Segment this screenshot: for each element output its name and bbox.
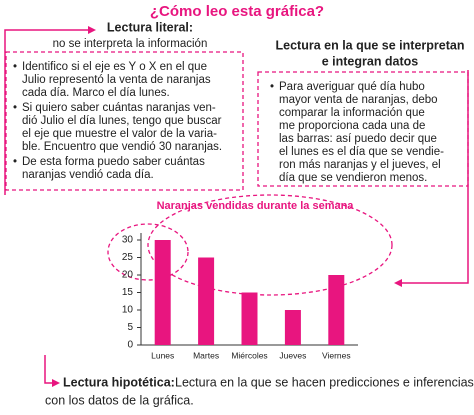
bullet-text: naranjas vendió cada día.: [22, 169, 154, 181]
bar: [198, 257, 215, 345]
bullet-text: mayor venta de naranjas, debo: [279, 94, 438, 106]
arrow: [88, 26, 96, 34]
y-tick-label: 20: [122, 270, 134, 281]
connector: [4, 29, 88, 195]
x-tick-label: Viernes: [322, 350, 351, 360]
literal-heading: Lectura literal:: [107, 20, 193, 34]
bullet-text: Identifico si el eje es Y o X en el que: [22, 61, 207, 73]
bullet-text: las barras: así puedo decir que: [279, 133, 437, 145]
bullet-mark: •: [270, 81, 274, 93]
bar: [241, 292, 258, 345]
bullet-text: día que se vendieron menos.: [279, 172, 427, 184]
chart-title: Naranjas vendidas durante la semana: [157, 200, 355, 212]
y-tick-label: 30: [122, 235, 134, 246]
y-tick-label: 10: [122, 305, 134, 316]
bullet-text: De esta forma puedo saber cuántas: [22, 156, 205, 168]
bullet-mark: •: [13, 61, 17, 73]
highlight-ellipse: [147, 194, 393, 296]
bullet-text: el eje que muestre el valor de la varia-: [22, 128, 217, 140]
bar: [328, 275, 345, 345]
hypothetical-text: con los datos de la gráfica.: [45, 393, 194, 407]
x-tick-label: Martes: [193, 350, 219, 360]
y-tick-label: 5: [127, 322, 133, 333]
y-tick-label: 15: [122, 287, 134, 298]
arrow: [394, 279, 402, 287]
literal-subheading: no se interpreta la información: [53, 38, 208, 50]
arrow: [52, 379, 60, 387]
bullet-text: me proporciona cada una de: [279, 120, 425, 132]
interpretive-heading: e integran datos: [322, 54, 419, 68]
bullet-text: ble. Encuentro que vendió 30 naranjas.: [22, 141, 222, 153]
bar: [284, 310, 301, 345]
interpretive-heading: Lectura en la que se interpretan: [276, 38, 465, 52]
bullet-text: dió Julio el día lunes, tengo que buscar: [22, 115, 222, 127]
literal-box: [5, 51, 244, 191]
bullet-text: comparar la información que: [279, 107, 425, 119]
connector: [402, 70, 469, 284]
bullet-text: Para averiguar qué día hubo: [279, 81, 425, 93]
bullet-mark: •: [13, 156, 17, 168]
page-title: ¿Cómo leo esta gráfica?: [150, 3, 324, 20]
x-tick-label: Miércoles: [231, 350, 267, 360]
hypothetical-heading: Lectura hipotética:: [63, 375, 175, 389]
x-tick-label: Lunes: [151, 350, 174, 360]
bar: [154, 240, 171, 345]
bullet-mark: •: [13, 102, 17, 114]
y-tick-label: 25: [122, 252, 134, 263]
connector: [44, 355, 52, 384]
bullet-text: ron más naranjas y el jueves, el: [279, 159, 441, 171]
x-tick-label: Jueves: [279, 350, 306, 360]
bullet-text: Julio representó la venta de naranjas: [22, 74, 211, 86]
bullet-text: el lunes es el día que se vendie-: [279, 146, 444, 158]
bullet-text: Si quiero saber cuántas naranjas ven-: [22, 102, 216, 114]
hypothetical-text: Lectura en la que se hacen predicciones …: [175, 375, 474, 389]
y-tick-label: 0: [127, 340, 133, 351]
bullet-text: cada día. Marco el día lunes.: [22, 87, 170, 99]
highlight-ellipse: [107, 223, 189, 281]
